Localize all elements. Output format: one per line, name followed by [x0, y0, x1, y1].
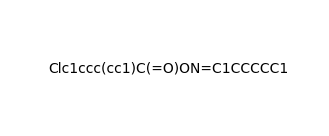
Text: Clc1ccc(cc1)C(=O)ON=C1CCCCC1: Clc1ccc(cc1)C(=O)ON=C1CCCCC1 [48, 62, 289, 76]
